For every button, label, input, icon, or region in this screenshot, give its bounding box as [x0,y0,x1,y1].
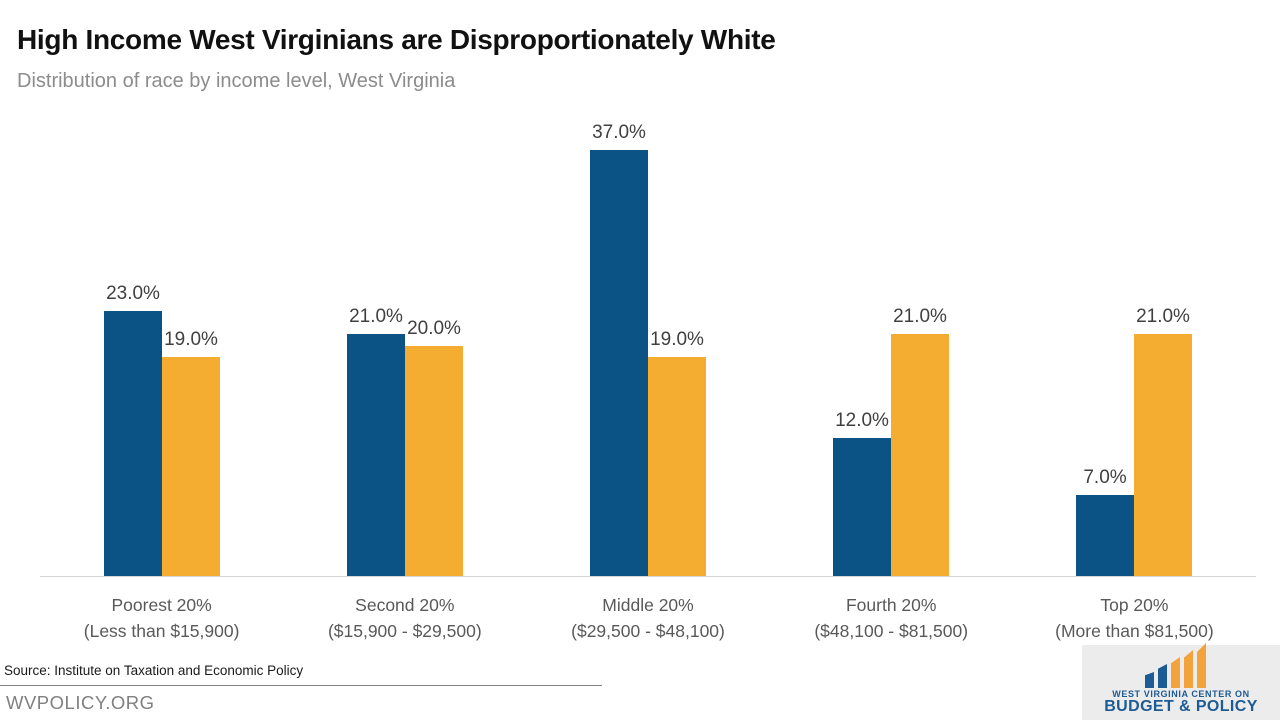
logo-bar [1171,657,1180,688]
bar-gold-series-cat3 [891,334,949,576]
bar-value-label: 19.0% [650,329,704,350]
bar-gold-series-cat4 [1134,334,1192,576]
logo-bar [1197,643,1206,688]
bar-value-label: 37.0% [592,122,646,143]
bar-gold-series-cat1 [405,346,463,576]
x-axis-label-cat4: Top 20% (More than $81,500) [1055,595,1214,641]
x-axis-label-cat0: Poorest 20% (Less than $15,900) [83,595,240,641]
bar-blue-series-cat1 [347,334,405,576]
logo-text-line1: WEST VIRGINIA CENTER ON [1112,689,1250,699]
bar-blue-series-cat2 [590,150,648,576]
bar-value-label: 21.0% [893,306,947,327]
x-axis-label-cat1: Second 20% ($15,900 - $29,500) [327,595,482,641]
bar-value-label: 20.0% [407,318,461,339]
bar-value-label: 21.0% [349,306,403,327]
org-logo: WEST VIRGINIA CENTER ON BUDGET & POLICY [1082,643,1280,720]
bar-gold-series-cat0 [162,357,220,576]
logo-text-line2: BUDGET & POLICY [1104,698,1258,715]
source-divider-line [0,685,602,686]
chart-title: High Income West Virginians are Dispropo… [17,24,776,55]
logo-bar [1145,672,1154,688]
x-axis-label-cat2: Middle 20% ($29,500 - $48,100) [571,595,725,641]
bar-gold-series-cat2 [648,357,706,576]
bar-value-label: 21.0% [1136,306,1190,327]
bar-blue-series-cat3 [833,438,891,576]
chart-subtitle: Distribution of race by income level, We… [17,70,456,92]
x-axis-category-labels: Poorest 20% (Less than $15,900) Second 20%… [40,592,1256,644]
bar-value-label: 7.0% [1083,467,1127,488]
x-axis-label-cat3: Fourth 20% ($48,100 - $81,500) [814,595,969,641]
bar-value-label: 19.0% [164,329,218,350]
bar-value-label: 12.0% [835,410,889,431]
bar-blue-series-cat4 [1076,495,1134,576]
bar-blue-series-cat0 [104,311,162,576]
source-note: Source: Institute on Taxation and Econom… [4,663,304,678]
logo-bar [1158,664,1167,688]
website-url: WVPOLICY.ORG [6,692,155,713]
plot-area: 23.0% 21.0% 37.0% 12.0% 7.0% 19.0% 20.0% 19.0% 2… [40,120,1256,577]
bar-chart-logo-icon [1145,643,1217,688]
logo-bar [1184,650,1193,688]
bar-value-label: 23.0% [106,283,160,304]
